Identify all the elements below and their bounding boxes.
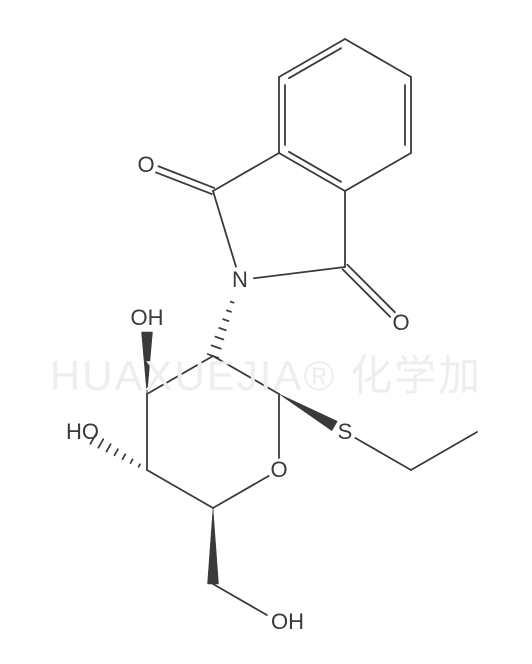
svg-text:OH: OH [131,305,164,330]
svg-text:N: N [232,267,248,292]
svg-text:OH: OH [271,609,304,634]
svg-text:HO: HO [66,419,99,444]
svg-text:O: O [392,310,409,335]
svg-text:S: S [338,419,353,444]
molecule-svg: N O O O S OH HO OH [0,0,532,664]
svg-text:O: O [137,152,154,177]
svg-text:O: O [270,457,287,482]
